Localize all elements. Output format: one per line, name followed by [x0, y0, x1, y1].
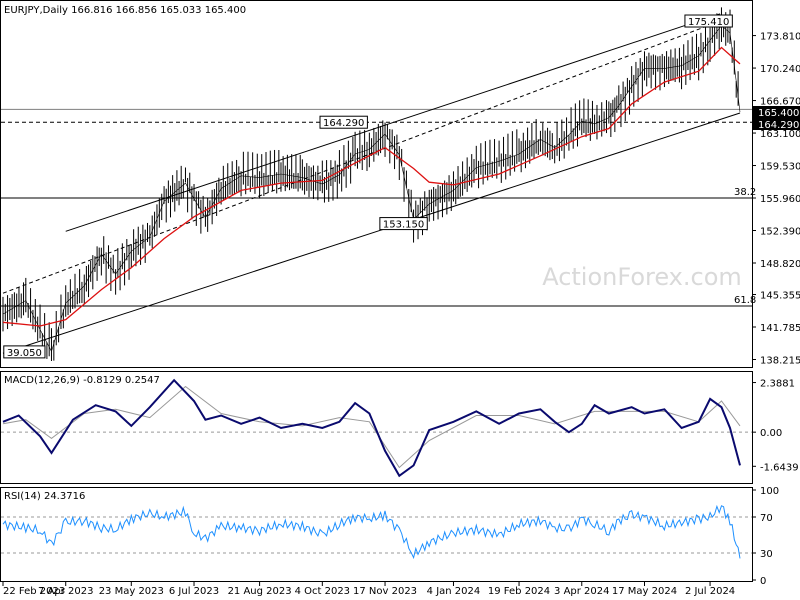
- macd-panel-title: MACD(12,26,9) -0.8129 0.2547: [4, 375, 160, 386]
- x-axis-tick-label: 17 Nov 2023: [353, 586, 417, 597]
- price-axis-tick-label: 173.810: [760, 32, 800, 43]
- support-price-label: 164.290: [753, 118, 800, 131]
- x-axis-tick-label: 23 May 2023: [99, 586, 164, 597]
- rsi-axis-tick-label: 100: [760, 486, 779, 497]
- support-price-text: 164.290: [758, 120, 799, 131]
- macd-layer: [1, 378, 752, 478]
- rsi-panel-title: RSI(14) 24.3716: [4, 491, 85, 502]
- price-layer: 38.2 61.8 175.410 164.290 153.150 39.050: [1, 7, 756, 361]
- annotation-label: 39.050: [7, 348, 42, 359]
- x-axis-tick-label: 19 Feb 2024: [488, 586, 550, 597]
- macd-axis-tick-label: 0.00: [760, 428, 782, 439]
- price-axis-tick-label: 138.215: [760, 355, 800, 366]
- series-close-line: [2, 25, 741, 353]
- fib-level-label: 38.2: [734, 187, 756, 198]
- rsi-axis-tick-label: 0: [760, 576, 766, 587]
- x-axis-tick-label: 4 Jan 2024: [427, 586, 481, 597]
- price-axis-tick-label: 163.100: [760, 129, 800, 140]
- price-panel: [0, 0, 753, 368]
- annotation-box: [684, 14, 733, 28]
- x-axis-tick-label: 22 Feb 2023: [3, 586, 65, 597]
- series-ma-line: [2, 46, 741, 327]
- annotation-box: [319, 115, 368, 129]
- macd-axis-tick-label: -1.6439: [760, 462, 799, 473]
- annotation-box: [379, 217, 428, 231]
- rsi-axis-tick-label: 70: [760, 513, 773, 524]
- series-macd-line: [2, 378, 741, 478]
- x-axis-tick-label: 2 Jul 2024: [685, 586, 735, 597]
- current-price-label: 165.400: [753, 106, 800, 119]
- x-axis-tick-label: 3 Apr 2024: [554, 586, 609, 597]
- watermark: ActionForex.com: [542, 263, 742, 291]
- channel-lower-line: [2, 112, 741, 354]
- price-axis-tick-label: 170.240: [760, 64, 800, 75]
- price-axis-tick-label: 166.670: [760, 97, 800, 108]
- panel-frames: [0, 0, 753, 582]
- x-axis-tick-label: 21 Aug 2023: [228, 586, 292, 597]
- price-axis-tick-label: 155.960: [760, 194, 800, 205]
- annotation-label: 164.290: [323, 118, 364, 129]
- macd-panel: [0, 371, 753, 484]
- series-rsi-line: [2, 504, 741, 560]
- axis-layer: 173.810 170.240 166.670 163.100 159.530 155.9…: [2, 32, 800, 597]
- series-signal-line: [2, 385, 741, 469]
- x-axis-tick-label: 4 Oct 2023: [295, 586, 350, 597]
- rsi-layer: [1, 504, 752, 560]
- x-axis-tick-label: 6 Jul 2023: [169, 586, 219, 597]
- fib-level-label: 61.8: [734, 295, 756, 306]
- x-axis-tick-label: 17 May 2024: [612, 586, 677, 597]
- annotation-box: [3, 345, 46, 359]
- annotation-label: 153.150: [383, 220, 424, 231]
- x-axis-tick-label: 7 Apr 2023: [38, 586, 93, 597]
- macd-axis-tick-label: 2.3881: [760, 379, 795, 390]
- rsi-axis-tick-label: 30: [760, 549, 773, 560]
- annotation-label: 175.410: [688, 17, 729, 28]
- price-axis-tick-label: 141.785: [760, 323, 800, 334]
- price-axis-tick-label: 148.820: [760, 259, 800, 270]
- price-panel-title: EURJPY,Daily 166.816 166.856 165.033 165…: [4, 5, 246, 16]
- price-axis-tick-label: 152.390: [760, 227, 800, 238]
- current-price-text: 165.400: [758, 108, 799, 119]
- rsi-panel: [0, 487, 753, 582]
- price-axis-tick-label: 145.355: [760, 291, 800, 302]
- price-axis-tick-label: 159.530: [760, 162, 800, 173]
